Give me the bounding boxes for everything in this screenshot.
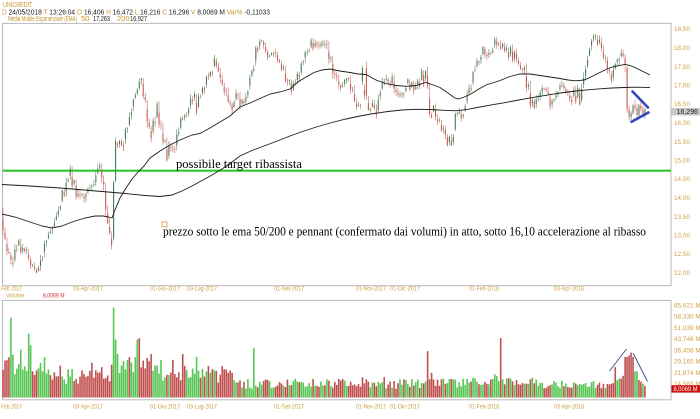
svg-text:01-Dic-2017: 01-Dic-2017 [390, 286, 420, 293]
svg-text:Feb 2017: Feb 2017 [1, 404, 22, 411]
svg-text:01-Giu-2017: 01-Giu-2017 [150, 404, 180, 411]
svg-text:17,263: 17,263 [93, 14, 110, 23]
svg-text:03-Lug-2017: 03-Lug-2017 [187, 286, 217, 293]
svg-text:200: 200 [117, 14, 130, 23]
svg-text:16,296: 16,296 [677, 109, 699, 116]
svg-text:01-Giu-2017: 01-Giu-2017 [150, 286, 180, 293]
svg-text:03-Apr-2018: 03-Apr-2018 [554, 404, 584, 411]
svg-text:16,50: 16,50 [674, 101, 690, 108]
svg-text:01-Set-2017: 01-Set-2017 [274, 286, 304, 293]
svg-text:18,00: 18,00 [674, 45, 690, 52]
svg-text:possibile target ribassista: possibile target ribassista [176, 156, 302, 171]
svg-text:12,00: 12,00 [674, 270, 690, 277]
svg-text:18,50: 18,50 [674, 26, 690, 33]
svg-text:14,50: 14,50 [674, 176, 690, 183]
svg-text:36,458 M: 36,458 M [674, 347, 700, 354]
svg-text:17,00: 17,00 [674, 83, 690, 90]
svg-text:29,165 M: 29,165 M [674, 359, 700, 366]
svg-text:03-Apr-2017: 03-Apr-2017 [73, 286, 103, 293]
svg-text:15,50: 15,50 [674, 139, 690, 146]
svg-text:12,50: 12,50 [674, 251, 690, 258]
svg-text:03-Apr-2018: 03-Apr-2018 [554, 286, 584, 293]
svg-text:58,330 M: 58,330 M [674, 314, 700, 321]
svg-text:prezzo sotto le ema 50/200 e p: prezzo sotto le ema 50/200 e pennant (co… [163, 224, 646, 239]
svg-text:Volume: Volume [6, 293, 25, 300]
svg-text:65,621 M: 65,621 M [674, 302, 700, 309]
svg-text:51,039 M: 51,039 M [674, 325, 700, 332]
svg-text:16,927: 16,927 [130, 14, 147, 23]
svg-text:8,0069 M: 8,0069 M [43, 293, 65, 300]
svg-text:03-Apr-2017: 03-Apr-2017 [73, 404, 103, 411]
svg-text:01-Dic-2017: 01-Dic-2017 [390, 404, 420, 411]
svg-text:50: 50 [81, 14, 89, 23]
svg-text:01-Nov-2017: 01-Nov-2017 [356, 286, 386, 293]
svg-text:21,874 M: 21,874 M [674, 370, 700, 377]
svg-text:13,00: 13,00 [674, 233, 690, 240]
svg-text:01-Set-2017: 01-Set-2017 [274, 404, 304, 411]
svg-text:Media Mobile Esponenziale (EMA: Media Mobile Esponenziale (EMA) [8, 14, 77, 23]
svg-text:01-Feb-2018: 01-Feb-2018 [469, 286, 499, 293]
svg-text:03-Lug-2017: 03-Lug-2017 [187, 404, 217, 411]
svg-text:43,748 M: 43,748 M [674, 336, 700, 343]
svg-text:15,00: 15,00 [674, 158, 690, 165]
svg-text:14,00: 14,00 [674, 195, 690, 202]
svg-text:Feb 2017: Feb 2017 [1, 286, 22, 293]
svg-text:17,50: 17,50 [674, 64, 690, 71]
svg-text:16,00: 16,00 [674, 120, 690, 127]
svg-text:8,0069 M: 8,0069 M [674, 386, 698, 393]
svg-text:01-Nov-2017: 01-Nov-2017 [356, 404, 386, 411]
svg-text:01-Feb-2018: 01-Feb-2018 [469, 404, 499, 411]
svg-text:13,50: 13,50 [674, 214, 690, 221]
